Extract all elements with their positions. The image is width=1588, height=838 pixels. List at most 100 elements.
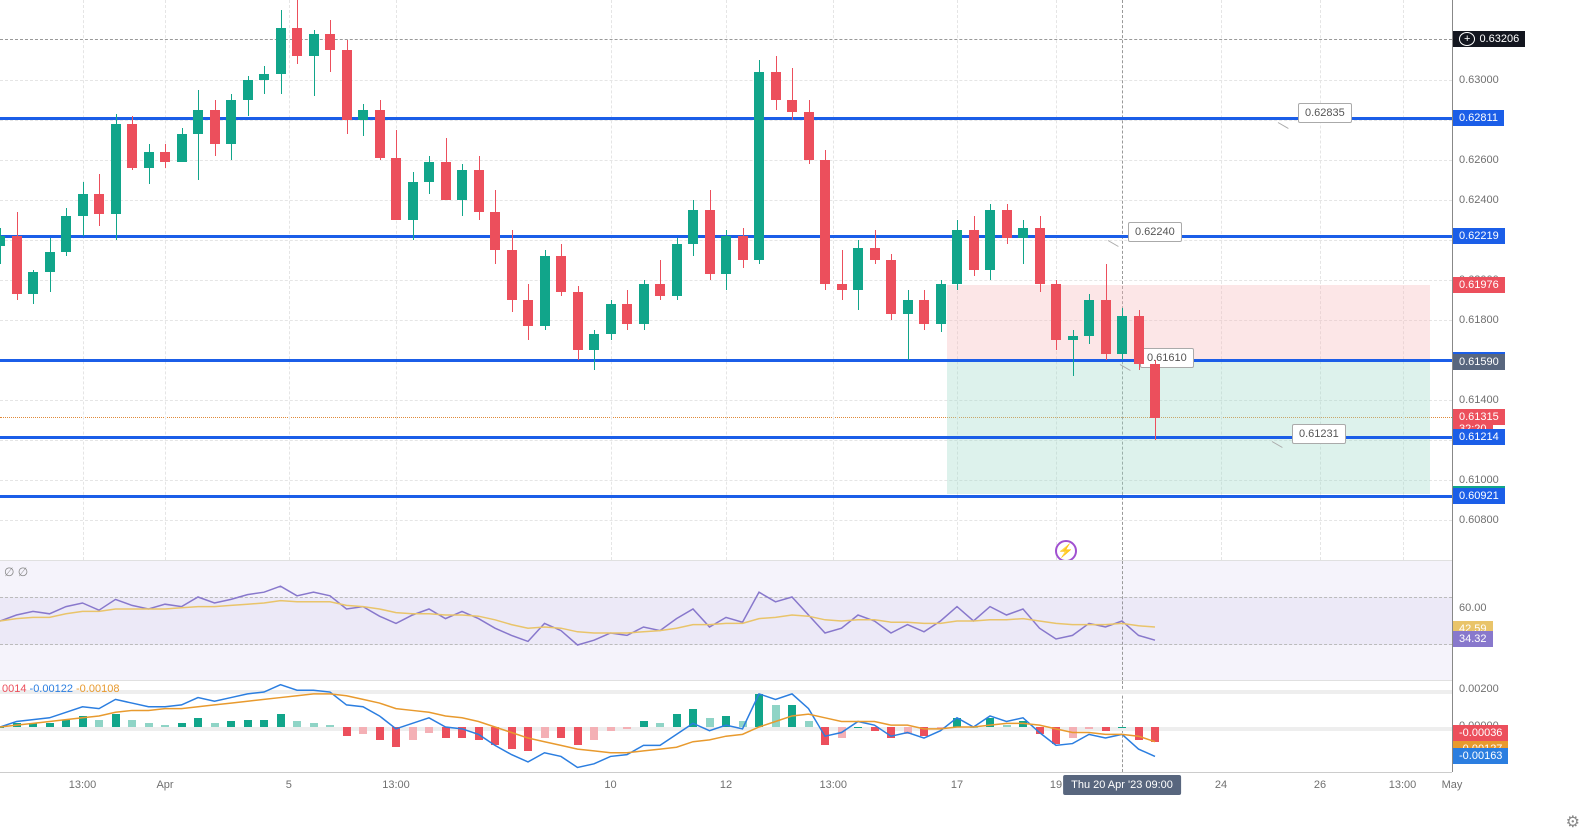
- candle-body[interactable]: [325, 34, 335, 50]
- horizontal-price-level[interactable]: [0, 359, 1452, 362]
- candle-body[interactable]: [952, 230, 962, 284]
- time-axis[interactable]: 13:00Apr513:00101213:001719242613:00MayT…: [0, 772, 1452, 800]
- candle-body[interactable]: [919, 300, 929, 324]
- candle-body[interactable]: [1101, 300, 1111, 354]
- candle-body[interactable]: [523, 300, 533, 326]
- candle-wick: [363, 104, 364, 136]
- candle-body[interactable]: [606, 304, 616, 334]
- candle-body[interactable]: [787, 100, 797, 112]
- price-axis[interactable]: 0.630000.628000.626000.624000.622000.620…: [1452, 0, 1588, 560]
- lightning-icon[interactable]: ⚡: [1055, 540, 1077, 562]
- candle-body[interactable]: [639, 284, 649, 324]
- price-chart-panel[interactable]: 0.62835 0.62240 0.61610 0.61231 ⚡: [0, 0, 1452, 560]
- candle-body[interactable]: [111, 124, 121, 214]
- candle-body[interactable]: [1117, 316, 1127, 354]
- candle-body[interactable]: [771, 72, 781, 100]
- candle-body[interactable]: [589, 334, 599, 350]
- candle-body[interactable]: [309, 34, 319, 56]
- candle-body[interactable]: [804, 112, 814, 160]
- candle-body[interactable]: [622, 304, 632, 324]
- candle-body[interactable]: [375, 110, 385, 158]
- candle-body[interactable]: [1018, 228, 1028, 238]
- time-tick: 19: [1050, 779, 1062, 791]
- price-tooltip[interactable]: 0.61610: [1140, 348, 1194, 368]
- candle-body[interactable]: [853, 248, 863, 290]
- candle-body[interactable]: [276, 28, 286, 74]
- candle-body[interactable]: [1051, 284, 1061, 340]
- add-icon[interactable]: +: [1459, 32, 1475, 46]
- macd-indicator-panel[interactable]: 0014 -0.00122 -0.00108: [0, 680, 1452, 772]
- candle-body[interactable]: [45, 252, 55, 272]
- candle-body[interactable]: [820, 160, 830, 284]
- candle-body[interactable]: [672, 244, 682, 296]
- candle-body[interactable]: [342, 50, 352, 120]
- candle-body[interactable]: [490, 212, 500, 250]
- candle-body[interactable]: [127, 124, 137, 168]
- price-tick: 0.63000: [1459, 74, 1499, 86]
- candle-body[interactable]: [507, 250, 517, 300]
- rsi-axis[interactable]: 60.0040.0042.5934.32: [1452, 560, 1588, 680]
- macd-histogram-bar: [970, 727, 978, 728]
- candle-body[interactable]: [969, 230, 979, 270]
- candle-body[interactable]: [78, 194, 88, 216]
- candle-body[interactable]: [144, 152, 154, 168]
- candle-body[interactable]: [655, 284, 665, 296]
- candle-body[interactable]: [0, 236, 5, 246]
- candle-body[interactable]: [738, 236, 748, 260]
- candle-body[interactable]: [391, 158, 401, 220]
- candle-body[interactable]: [28, 272, 38, 294]
- candle-body[interactable]: [870, 248, 880, 260]
- candle-body[interactable]: [12, 236, 22, 294]
- candle-body[interactable]: [540, 256, 550, 326]
- horizontal-price-level[interactable]: [0, 436, 1452, 439]
- rsi-indicator-panel[interactable]: ∅ ∅: [0, 560, 1452, 680]
- indicator-settings-icon[interactable]: ∅ ∅: [4, 565, 28, 579]
- macd-histogram-bar: [623, 727, 631, 729]
- candle-body[interactable]: [985, 210, 995, 270]
- candle-body[interactable]: [424, 162, 434, 182]
- candle-body[interactable]: [226, 100, 236, 144]
- price-tooltip[interactable]: 0.62835: [1298, 103, 1352, 123]
- candle-body[interactable]: [193, 110, 203, 134]
- time-tick: 13:00: [819, 779, 847, 791]
- candle-body[interactable]: [1150, 364, 1160, 418]
- candle-body[interactable]: [837, 284, 847, 290]
- candle-body[interactable]: [1068, 336, 1078, 340]
- candle-body[interactable]: [441, 162, 451, 200]
- candle-body[interactable]: [292, 28, 302, 56]
- candle-body[interactable]: [1035, 228, 1045, 284]
- candle-body[interactable]: [705, 210, 715, 274]
- candle-body[interactable]: [936, 284, 946, 324]
- price-tooltip[interactable]: 0.62240: [1128, 222, 1182, 242]
- candle-body[interactable]: [61, 216, 71, 252]
- candle-body[interactable]: [1002, 210, 1012, 238]
- candle-body[interactable]: [408, 182, 418, 220]
- candle-body[interactable]: [688, 210, 698, 244]
- candle-body[interactable]: [160, 152, 170, 162]
- price-label: 0.62811: [1453, 110, 1504, 126]
- candle-body[interactable]: [1084, 300, 1094, 336]
- candle-body[interactable]: [754, 72, 764, 260]
- candle-body[interactable]: [573, 292, 583, 350]
- macd-histogram-bar: [277, 714, 285, 727]
- rsi-value-label: 34.32: [1453, 631, 1493, 647]
- candle-body[interactable]: [903, 300, 913, 314]
- candle-body[interactable]: [177, 134, 187, 162]
- candle-body[interactable]: [556, 256, 566, 292]
- candle-body[interactable]: [243, 80, 253, 100]
- price-tooltip[interactable]: 0.61231: [1292, 424, 1346, 444]
- macd-axis[interactable]: 0.002000.00000-0.00036-0.00127-0.00163: [1452, 680, 1588, 772]
- candle-body[interactable]: [259, 74, 269, 80]
- candle-body[interactable]: [886, 260, 896, 314]
- candle-body[interactable]: [1134, 316, 1144, 364]
- candle-body[interactable]: [94, 194, 104, 214]
- candle-body[interactable]: [358, 110, 368, 120]
- candle-body[interactable]: [474, 170, 484, 212]
- take-profit-zone[interactable]: [947, 360, 1430, 494]
- candle-body[interactable]: [457, 170, 467, 200]
- candle-body[interactable]: [210, 110, 220, 144]
- macd-histogram-bar: [0, 727, 4, 728]
- candle-body[interactable]: [721, 236, 731, 274]
- horizontal-price-level[interactable]: [0, 495, 1452, 498]
- gear-icon[interactable]: ⚙: [1566, 812, 1580, 832]
